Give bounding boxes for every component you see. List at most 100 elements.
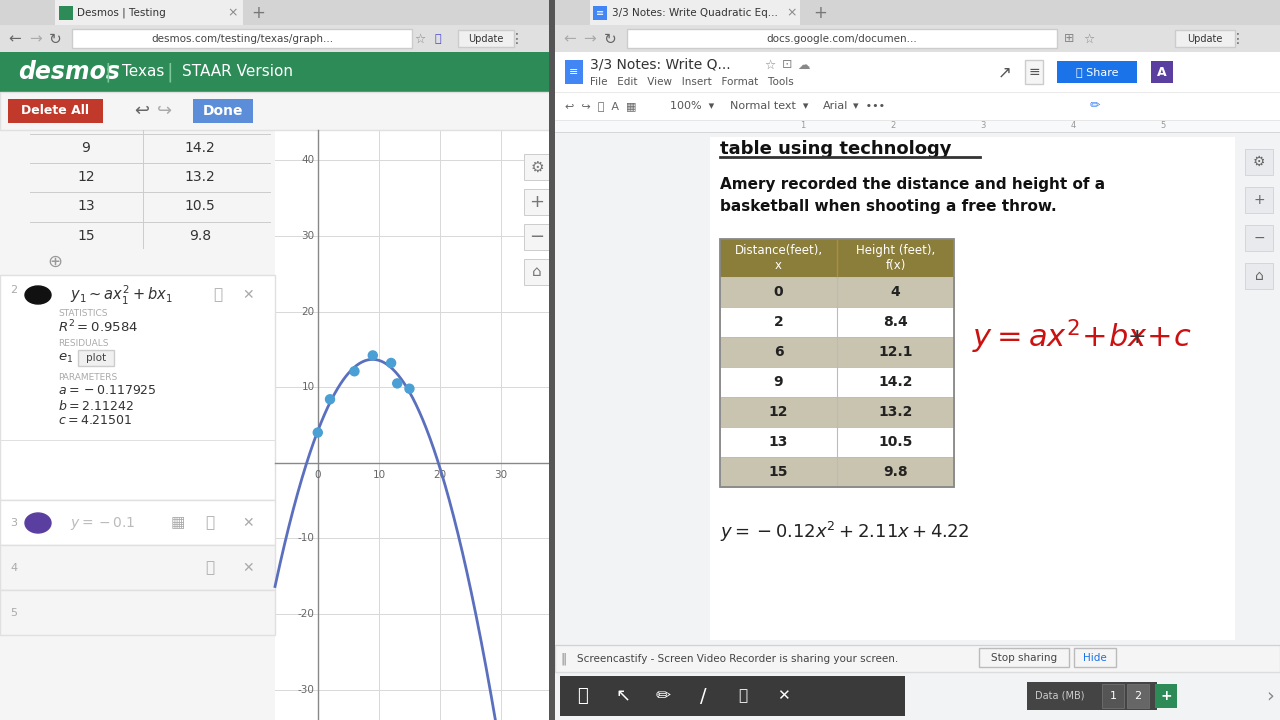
Bar [549, 0, 556, 720]
Text: →: → [584, 32, 596, 47]
Text: 15: 15 [769, 465, 788, 479]
Text: ⊞: ⊞ [1064, 32, 1074, 45]
Bar [0, 635, 275, 720]
Circle shape [404, 384, 413, 393]
Text: 14.2: 14.2 [184, 141, 215, 155]
Text: 3/3 Notes: Write Quadratic Eq...: 3/3 Notes: Write Quadratic Eq... [612, 8, 778, 18]
Text: ⋮: ⋮ [1231, 32, 1245, 46]
Text: ›: › [1266, 686, 1274, 706]
Bar [524, 224, 550, 250]
Text: 2: 2 [773, 315, 783, 329]
Text: −: − [1253, 231, 1265, 245]
Text: ←: ← [563, 32, 576, 47]
Text: ≡: ≡ [570, 67, 579, 77]
Circle shape [393, 379, 402, 388]
Bar [1074, 648, 1116, 667]
Text: /: / [700, 686, 707, 706]
Bar [556, 672, 1280, 720]
Bar [0, 52, 550, 92]
Text: 1: 1 [1110, 691, 1116, 701]
Text: File   Edit   View   Insert   Format   Tools: File Edit View Insert Format Tools [590, 77, 794, 87]
Text: 30: 30 [302, 231, 315, 241]
Text: 10: 10 [372, 470, 385, 480]
Ellipse shape [26, 513, 51, 533]
Bar [0, 92, 550, 130]
Text: 14.2: 14.2 [878, 375, 913, 389]
Text: 3/3 Notes: Write Q...: 3/3 Notes: Write Q... [590, 58, 731, 72]
Bar [0, 275, 275, 500]
Text: ☆: ☆ [1083, 32, 1094, 45]
Text: $y_1 \sim ax_1^2 + bx_1$: $y_1 \sim ax_1^2 + bx_1$ [70, 284, 173, 307]
Ellipse shape [26, 286, 51, 304]
Text: Stop sharing: Stop sharing [991, 653, 1057, 663]
Text: ⚙: ⚙ [530, 160, 544, 174]
Text: 30: 30 [494, 470, 508, 480]
Text: ‖: ‖ [559, 652, 566, 665]
Text: 12.1: 12.1 [878, 345, 913, 359]
Text: +: + [530, 193, 544, 211]
Text: ▦: ▦ [170, 516, 186, 531]
Text: ⧉: ⧉ [214, 287, 223, 302]
Text: 15: 15 [77, 229, 95, 243]
Text: 5: 5 [1161, 122, 1166, 130]
Bar [0, 500, 275, 545]
Bar [1245, 263, 1274, 289]
Text: +: + [251, 4, 265, 22]
Bar [556, 0, 1280, 25]
Text: 10.5: 10.5 [184, 199, 215, 213]
Text: 0: 0 [315, 470, 321, 480]
Bar [590, 0, 800, 25]
Bar [0, 545, 275, 590]
Text: Distance(feet),
x: Distance(feet), x [735, 244, 823, 272]
Text: plot: plot [86, 353, 106, 363]
Text: 8.4: 8.4 [883, 315, 908, 329]
Text: Update: Update [468, 34, 504, 44]
Text: Data (MB): Data (MB) [1036, 691, 1084, 701]
Bar [561, 676, 905, 716]
Text: PARAMETERS: PARAMETERS [58, 372, 118, 382]
Text: ✕: ✕ [777, 688, 790, 703]
Bar [1027, 682, 1157, 710]
Text: |: | [166, 62, 173, 82]
Text: 20: 20 [434, 470, 447, 480]
Text: $R^2 = 0.9584$: $R^2 = 0.9584$ [58, 319, 138, 336]
Bar [1245, 149, 1274, 175]
Text: Delete All: Delete All [20, 104, 90, 117]
Bar [719, 239, 954, 277]
Text: STAAR Version: STAAR Version [182, 65, 293, 79]
Text: ⊕: ⊕ [47, 253, 63, 271]
Text: 10.5: 10.5 [878, 435, 913, 449]
Text: $y = -0.1$: $y = -0.1$ [70, 515, 136, 531]
Text: desmos.com/testing/texas/graph...: desmos.com/testing/texas/graph... [151, 34, 333, 44]
Text: ≡: ≡ [1028, 65, 1039, 79]
Text: A: A [1157, 66, 1167, 78]
Bar [1057, 61, 1137, 83]
Bar [710, 137, 1235, 640]
Bar [593, 6, 607, 20]
Text: Hide: Hide [1083, 653, 1107, 663]
Text: STATISTICS: STATISTICS [58, 308, 108, 318]
Text: ⚙: ⚙ [1253, 155, 1265, 169]
Text: $b = 2.11242$: $b = 2.11242$ [58, 399, 133, 413]
Text: 13: 13 [769, 435, 788, 449]
Text: 9: 9 [773, 375, 783, 389]
Text: ⌂: ⌂ [1254, 269, 1263, 283]
Text: 3: 3 [10, 518, 17, 528]
Bar [719, 367, 954, 397]
Text: 📷: 📷 [739, 688, 748, 703]
Text: 20: 20 [302, 307, 315, 317]
Text: ⏸: ⏸ [577, 687, 589, 705]
Text: ☆: ☆ [415, 32, 426, 45]
Text: 2: 2 [891, 122, 896, 130]
Bar [72, 29, 412, 48]
Bar [627, 29, 1057, 48]
Text: -20: -20 [298, 609, 315, 619]
Bar [0, 0, 550, 720]
Bar [1245, 225, 1274, 251]
Bar [524, 189, 550, 215]
Text: 12: 12 [769, 405, 788, 419]
Text: ↻: ↻ [604, 32, 617, 47]
Circle shape [314, 428, 323, 437]
Text: Update: Update [1188, 34, 1222, 44]
Text: 13.2: 13.2 [878, 405, 913, 419]
